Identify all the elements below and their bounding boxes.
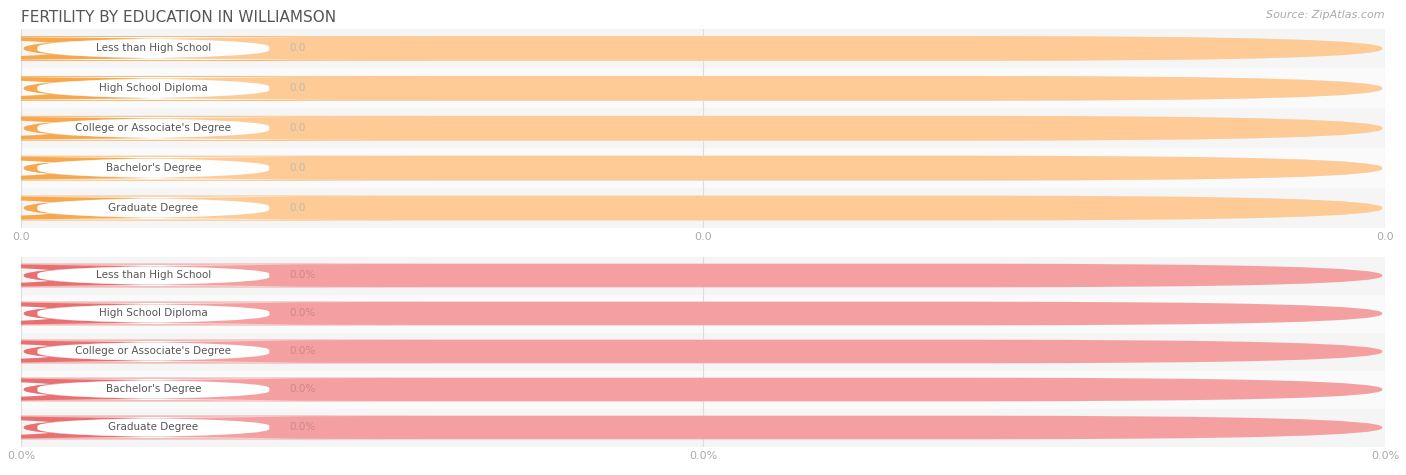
Text: Source: ZipAtlas.com: Source: ZipAtlas.com (1267, 10, 1385, 19)
FancyBboxPatch shape (24, 302, 1382, 325)
FancyBboxPatch shape (24, 76, 1382, 101)
Text: High School Diploma: High School Diploma (98, 83, 208, 94)
Text: 0.0: 0.0 (290, 43, 307, 54)
FancyBboxPatch shape (0, 37, 378, 60)
FancyBboxPatch shape (0, 76, 433, 101)
FancyBboxPatch shape (24, 36, 1382, 61)
Text: 0.0%: 0.0% (290, 270, 316, 281)
Text: 0.0: 0.0 (290, 203, 307, 213)
FancyBboxPatch shape (0, 117, 378, 140)
FancyBboxPatch shape (0, 340, 433, 363)
Bar (21, 370, 1385, 408)
FancyBboxPatch shape (24, 264, 1382, 287)
Text: 0.0: 0.0 (290, 123, 307, 133)
FancyBboxPatch shape (24, 378, 1382, 401)
FancyBboxPatch shape (24, 264, 1382, 287)
FancyBboxPatch shape (0, 77, 378, 100)
FancyBboxPatch shape (24, 116, 1382, 141)
Text: 0.0%: 0.0% (290, 422, 316, 433)
FancyBboxPatch shape (24, 196, 1382, 220)
Text: FERTILITY BY EDUCATION IN WILLIAMSON: FERTILITY BY EDUCATION IN WILLIAMSON (21, 10, 336, 25)
FancyBboxPatch shape (0, 378, 433, 401)
Text: 0.0: 0.0 (290, 163, 307, 173)
FancyBboxPatch shape (24, 340, 1382, 363)
Bar (21, 108, 1385, 148)
Text: College or Associate's Degree: College or Associate's Degree (76, 123, 232, 133)
FancyBboxPatch shape (0, 196, 433, 220)
Bar (21, 28, 1385, 68)
FancyBboxPatch shape (0, 341, 378, 362)
FancyBboxPatch shape (24, 302, 1382, 325)
FancyBboxPatch shape (24, 340, 1382, 363)
FancyBboxPatch shape (24, 116, 1382, 141)
Text: College or Associate's Degree: College or Associate's Degree (76, 346, 232, 357)
Text: Less than High School: Less than High School (96, 270, 211, 281)
FancyBboxPatch shape (0, 116, 433, 141)
FancyBboxPatch shape (0, 379, 378, 400)
FancyBboxPatch shape (0, 197, 378, 219)
Text: Graduate Degree: Graduate Degree (108, 422, 198, 433)
FancyBboxPatch shape (24, 378, 1382, 401)
FancyBboxPatch shape (0, 264, 433, 287)
Bar (21, 256, 1385, 294)
FancyBboxPatch shape (0, 303, 378, 324)
Bar (21, 294, 1385, 332)
FancyBboxPatch shape (0, 157, 378, 180)
FancyBboxPatch shape (0, 156, 433, 180)
FancyBboxPatch shape (0, 265, 378, 286)
Bar (21, 408, 1385, 446)
Text: Bachelor's Degree: Bachelor's Degree (105, 384, 201, 395)
Text: High School Diploma: High School Diploma (98, 308, 208, 319)
Bar (21, 148, 1385, 188)
Text: Graduate Degree: Graduate Degree (108, 203, 198, 213)
FancyBboxPatch shape (24, 196, 1382, 220)
Text: 0.0%: 0.0% (290, 384, 316, 395)
Text: 0.0: 0.0 (290, 83, 307, 94)
FancyBboxPatch shape (24, 156, 1382, 180)
FancyBboxPatch shape (0, 36, 433, 61)
Bar (21, 68, 1385, 108)
FancyBboxPatch shape (0, 302, 433, 325)
Bar (21, 188, 1385, 228)
FancyBboxPatch shape (24, 416, 1382, 439)
FancyBboxPatch shape (0, 416, 433, 439)
FancyBboxPatch shape (24, 36, 1382, 61)
Bar (21, 332, 1385, 371)
FancyBboxPatch shape (0, 417, 378, 438)
Text: Bachelor's Degree: Bachelor's Degree (105, 163, 201, 173)
Text: 0.0%: 0.0% (290, 308, 316, 319)
FancyBboxPatch shape (24, 416, 1382, 439)
FancyBboxPatch shape (24, 156, 1382, 180)
FancyBboxPatch shape (24, 76, 1382, 101)
Text: 0.0%: 0.0% (290, 346, 316, 357)
Text: Less than High School: Less than High School (96, 43, 211, 54)
